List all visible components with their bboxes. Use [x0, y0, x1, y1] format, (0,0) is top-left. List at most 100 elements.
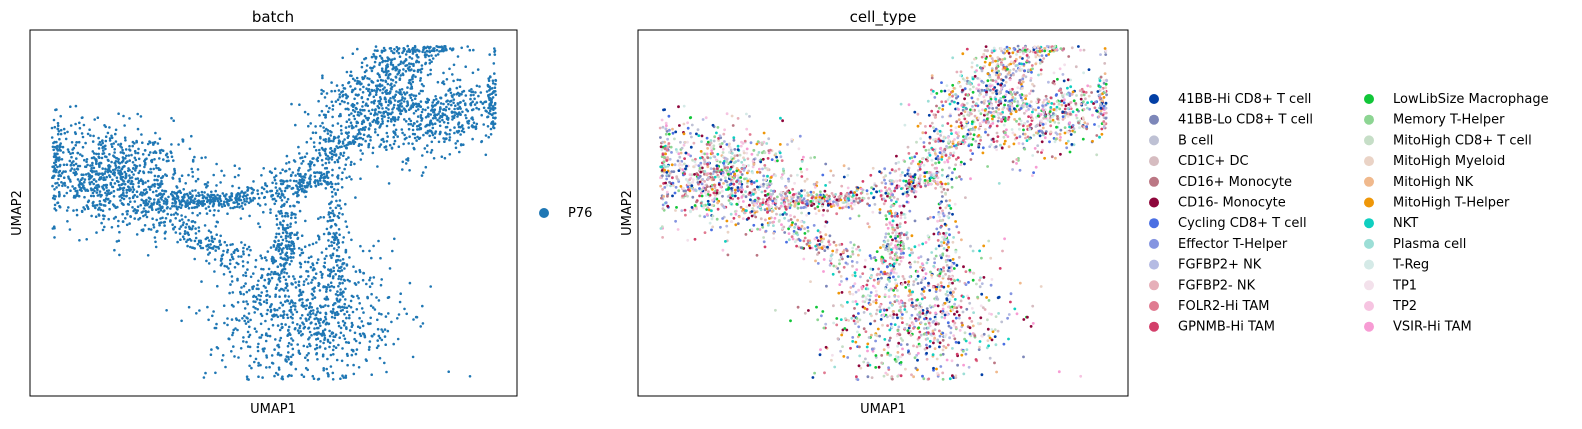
data-point: [358, 302, 362, 305]
data-point: [340, 99, 344, 103]
data-point: [303, 245, 307, 248]
data-point: [206, 248, 209, 251]
data-point: [300, 180, 303, 184]
data-point: [76, 189, 79, 193]
data-point: [741, 217, 745, 221]
data-point: [408, 55, 412, 59]
data-point: [323, 328, 327, 331]
data-point: [220, 257, 223, 261]
data-point: [371, 151, 375, 155]
data-point: [306, 358, 310, 362]
data-point: [412, 62, 415, 66]
data-point: [242, 284, 246, 288]
data-point: [128, 159, 131, 162]
data-point: [80, 178, 83, 181]
data-point: [195, 194, 198, 197]
data-point: [733, 210, 737, 213]
data-point: [456, 139, 459, 143]
data-point: [882, 202, 886, 206]
data-point: [297, 280, 301, 284]
data-point: [369, 135, 372, 139]
data-point: [331, 311, 334, 315]
data-point: [677, 189, 681, 193]
data-point: [684, 189, 687, 193]
data-point: [153, 178, 156, 182]
data-point: [865, 192, 869, 196]
data-point: [119, 199, 122, 202]
data-point: [120, 202, 124, 205]
data-point: [341, 140, 345, 143]
data-point: [374, 121, 378, 124]
data-point: [391, 116, 395, 119]
data-point: [126, 180, 130, 183]
data-point: [374, 128, 377, 131]
data-point: [204, 207, 208, 210]
data-point: [779, 204, 783, 208]
data-point: [179, 238, 182, 241]
data-point: [451, 73, 454, 76]
data-point: [58, 164, 62, 168]
data-point: [116, 160, 120, 163]
data-point: [693, 188, 697, 192]
data-point: [703, 191, 707, 195]
data-point: [291, 347, 295, 351]
data-point: [108, 175, 112, 179]
data-point: [85, 204, 89, 207]
data-point: [769, 195, 773, 199]
data-point: [783, 231, 787, 234]
data-point: [274, 338, 277, 341]
data-point: [421, 108, 425, 111]
data-point: [293, 277, 296, 281]
data-point: [156, 142, 160, 145]
data-point: [661, 140, 665, 144]
data-point: [191, 199, 195, 202]
data-point: [682, 104, 686, 108]
data-point: [98, 140, 102, 144]
data-point: [184, 204, 187, 208]
data-point: [229, 283, 232, 286]
data-point: [749, 198, 752, 202]
data-point: [128, 117, 131, 120]
data-point: [83, 180, 86, 184]
data-point: [670, 163, 674, 167]
data-point: [395, 49, 399, 53]
data-point: [311, 131, 315, 134]
data-point: [142, 214, 145, 218]
data-point: [847, 167, 851, 171]
data-point: [75, 157, 78, 160]
data-point: [231, 184, 234, 188]
data-point: [789, 214, 792, 217]
data-point: [91, 150, 95, 153]
data-point: [379, 84, 382, 88]
data-point: [345, 326, 348, 329]
data-point: [353, 97, 356, 101]
legend-marker: [539, 208, 549, 218]
data-point: [805, 202, 809, 206]
data-point: [769, 189, 773, 193]
data-point: [230, 255, 234, 259]
data-point: [108, 201, 111, 205]
data-point: [381, 91, 384, 95]
data-point: [134, 169, 137, 172]
data-point: [143, 193, 146, 196]
data-point: [323, 261, 327, 265]
data-point: [787, 179, 791, 183]
data-point: [209, 353, 213, 357]
data-point: [294, 305, 297, 308]
data-point: [710, 228, 713, 232]
panel-title: cell_type: [850, 8, 917, 27]
data-point: [681, 168, 685, 172]
data-point: [325, 227, 329, 231]
data-point: [160, 195, 164, 198]
data-point: [154, 164, 158, 167]
data-point: [731, 180, 734, 183]
data-point: [371, 108, 374, 112]
data-point: [337, 266, 341, 270]
data-point: [668, 128, 671, 132]
data-point: [209, 243, 212, 246]
data-point: [337, 89, 341, 92]
data-point: [319, 311, 322, 315]
data-point: [78, 121, 81, 125]
data-point: [387, 100, 391, 104]
data-point: [711, 225, 715, 229]
